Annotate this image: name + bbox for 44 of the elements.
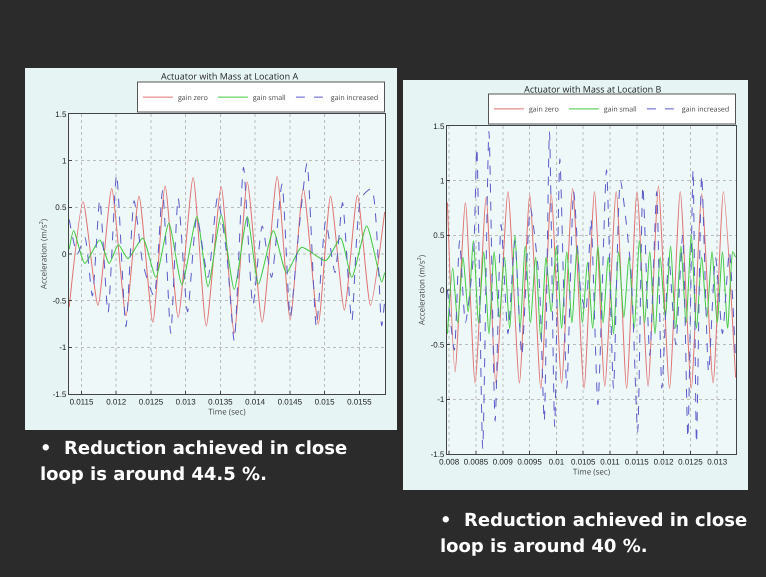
x-tick-label: 0.013 <box>176 398 196 407</box>
x-tick-label: 0.015 <box>314 398 336 407</box>
y-tick-label: -0.5 <box>52 296 67 306</box>
x-tick-label: 0.014 <box>245 398 266 407</box>
y-tick-label: 1.5 <box>55 110 67 119</box>
y-tick-label: 1 <box>440 176 445 186</box>
x-tick-label: 0.0125 <box>678 458 704 467</box>
y-tick-label: 0.5 <box>55 203 67 212</box>
line-series <box>447 130 736 450</box>
y-tick-label: -1 <box>437 395 445 404</box>
y-tick-label: 0 <box>62 250 67 259</box>
x-tick-label: 0.012 <box>654 458 674 467</box>
x-tick-label: 0.013 <box>707 458 728 467</box>
x-tick-label: 0.0115 <box>624 458 650 467</box>
x-axis-title: Time (sec) <box>572 466 611 478</box>
x-tick-label: 0.008 <box>439 458 460 467</box>
line-series <box>69 214 385 290</box>
y-tick-label: -0.5 <box>430 340 445 350</box>
x-tick-label: 0.0115 <box>70 398 94 407</box>
x-tick-label: 0.0125 <box>138 398 164 407</box>
chart-title: Actuator with Mass at Location A <box>161 70 298 83</box>
y-tick-label: 0.5 <box>433 231 445 240</box>
x-tick-label: 0.01 <box>548 458 565 467</box>
text: • Reduction achieved in close loop is around 40 %. <box>440 509 748 559</box>
x-tick-label: 0.0095 <box>517 458 542 467</box>
chart-title: Actuator with Mass at Location B <box>524 82 662 96</box>
x-tick-label: 0.0145 <box>278 398 303 407</box>
x-tick-label: 0.0085 <box>464 458 489 467</box>
text: • Reduction achieved in close loop is around 44.5 %. <box>40 437 348 487</box>
y-tick-label: -1.5 <box>52 390 67 399</box>
y-tick-label: 1 <box>62 156 67 166</box>
y-tick-label: -1 <box>59 343 67 352</box>
line-series <box>447 234 736 340</box>
x-tick-label: 0.0135 <box>208 398 234 407</box>
y-tick-label: -1.5 <box>430 450 445 459</box>
x-axis-title: Time (sec) <box>208 406 246 418</box>
y-tick-label: 0 <box>440 286 445 295</box>
x-tick-label: 0.0105 <box>570 458 596 467</box>
line-series <box>447 186 736 389</box>
x-tick-label: 0.009 <box>492 458 514 467</box>
x-tick-label: 0.0155 <box>347 398 372 407</box>
y-tick-label: 1.5 <box>433 122 445 131</box>
x-tick-label: 0.011 <box>600 458 620 467</box>
x-tick-label: 0.012 <box>106 398 127 407</box>
